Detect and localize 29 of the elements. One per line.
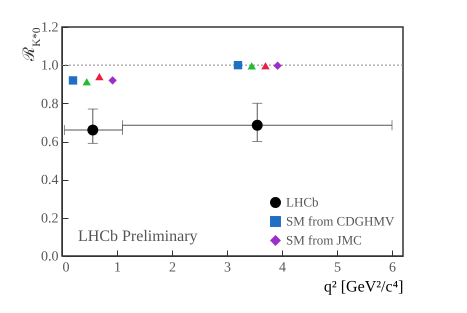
x-tick-label: 5 [334,260,341,276]
point [68,76,78,85]
point [261,62,270,70]
x-tick-label: 6 [389,260,396,276]
legend-label: SM from CDGHMV [286,214,395,228]
point [108,76,117,85]
x-tick-label: 1 [114,260,121,276]
x-tick-label: 4 [279,260,286,276]
point [248,62,256,70]
y-tick-label: 0.4 [41,173,58,188]
x-axis-title: q² [GeV²/c⁴] [324,278,404,296]
y-tick-label: 1.0 [41,58,58,74]
point [273,62,282,70]
legend-label: LHCb [286,194,318,210]
x-tick-label: 2 [169,260,176,276]
annotation: LHCb Preliminary [78,228,198,245]
y-tick-label: 0.8 [41,96,58,112]
point [95,72,104,80]
point [87,124,98,136]
y-tick-label: 0.2 [41,211,58,226]
y-tick-label: 1.2 [41,20,58,36]
point [82,78,91,86]
legend-label: SM from JMC [286,232,362,248]
y-tick-label: 0.0 [41,250,58,264]
y-tick-label: 0.6 [41,135,58,150]
point [234,60,242,70]
x-tick-label: 0 [62,260,70,276]
point [252,120,263,131]
x-tick-label: 3 [224,260,231,276]
